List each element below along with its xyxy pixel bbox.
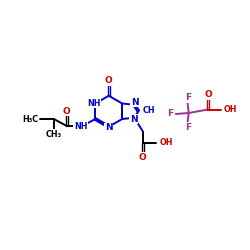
Text: F: F	[185, 94, 191, 102]
Text: NH: NH	[87, 98, 100, 108]
Text: O: O	[105, 76, 112, 85]
Text: N: N	[130, 115, 138, 124]
Text: N: N	[131, 98, 138, 107]
Text: F: F	[185, 123, 191, 132]
Text: O: O	[63, 106, 71, 116]
Text: H₃C: H₃C	[22, 114, 38, 124]
Text: O: O	[204, 90, 212, 99]
Text: CH: CH	[142, 106, 155, 115]
Text: CH₃: CH₃	[46, 130, 62, 139]
Text: OH: OH	[224, 105, 237, 114]
Text: F: F	[167, 110, 173, 118]
Text: OH: OH	[159, 138, 173, 147]
Text: O: O	[138, 153, 146, 162]
Text: N: N	[105, 123, 112, 132]
Text: NH: NH	[74, 122, 87, 131]
